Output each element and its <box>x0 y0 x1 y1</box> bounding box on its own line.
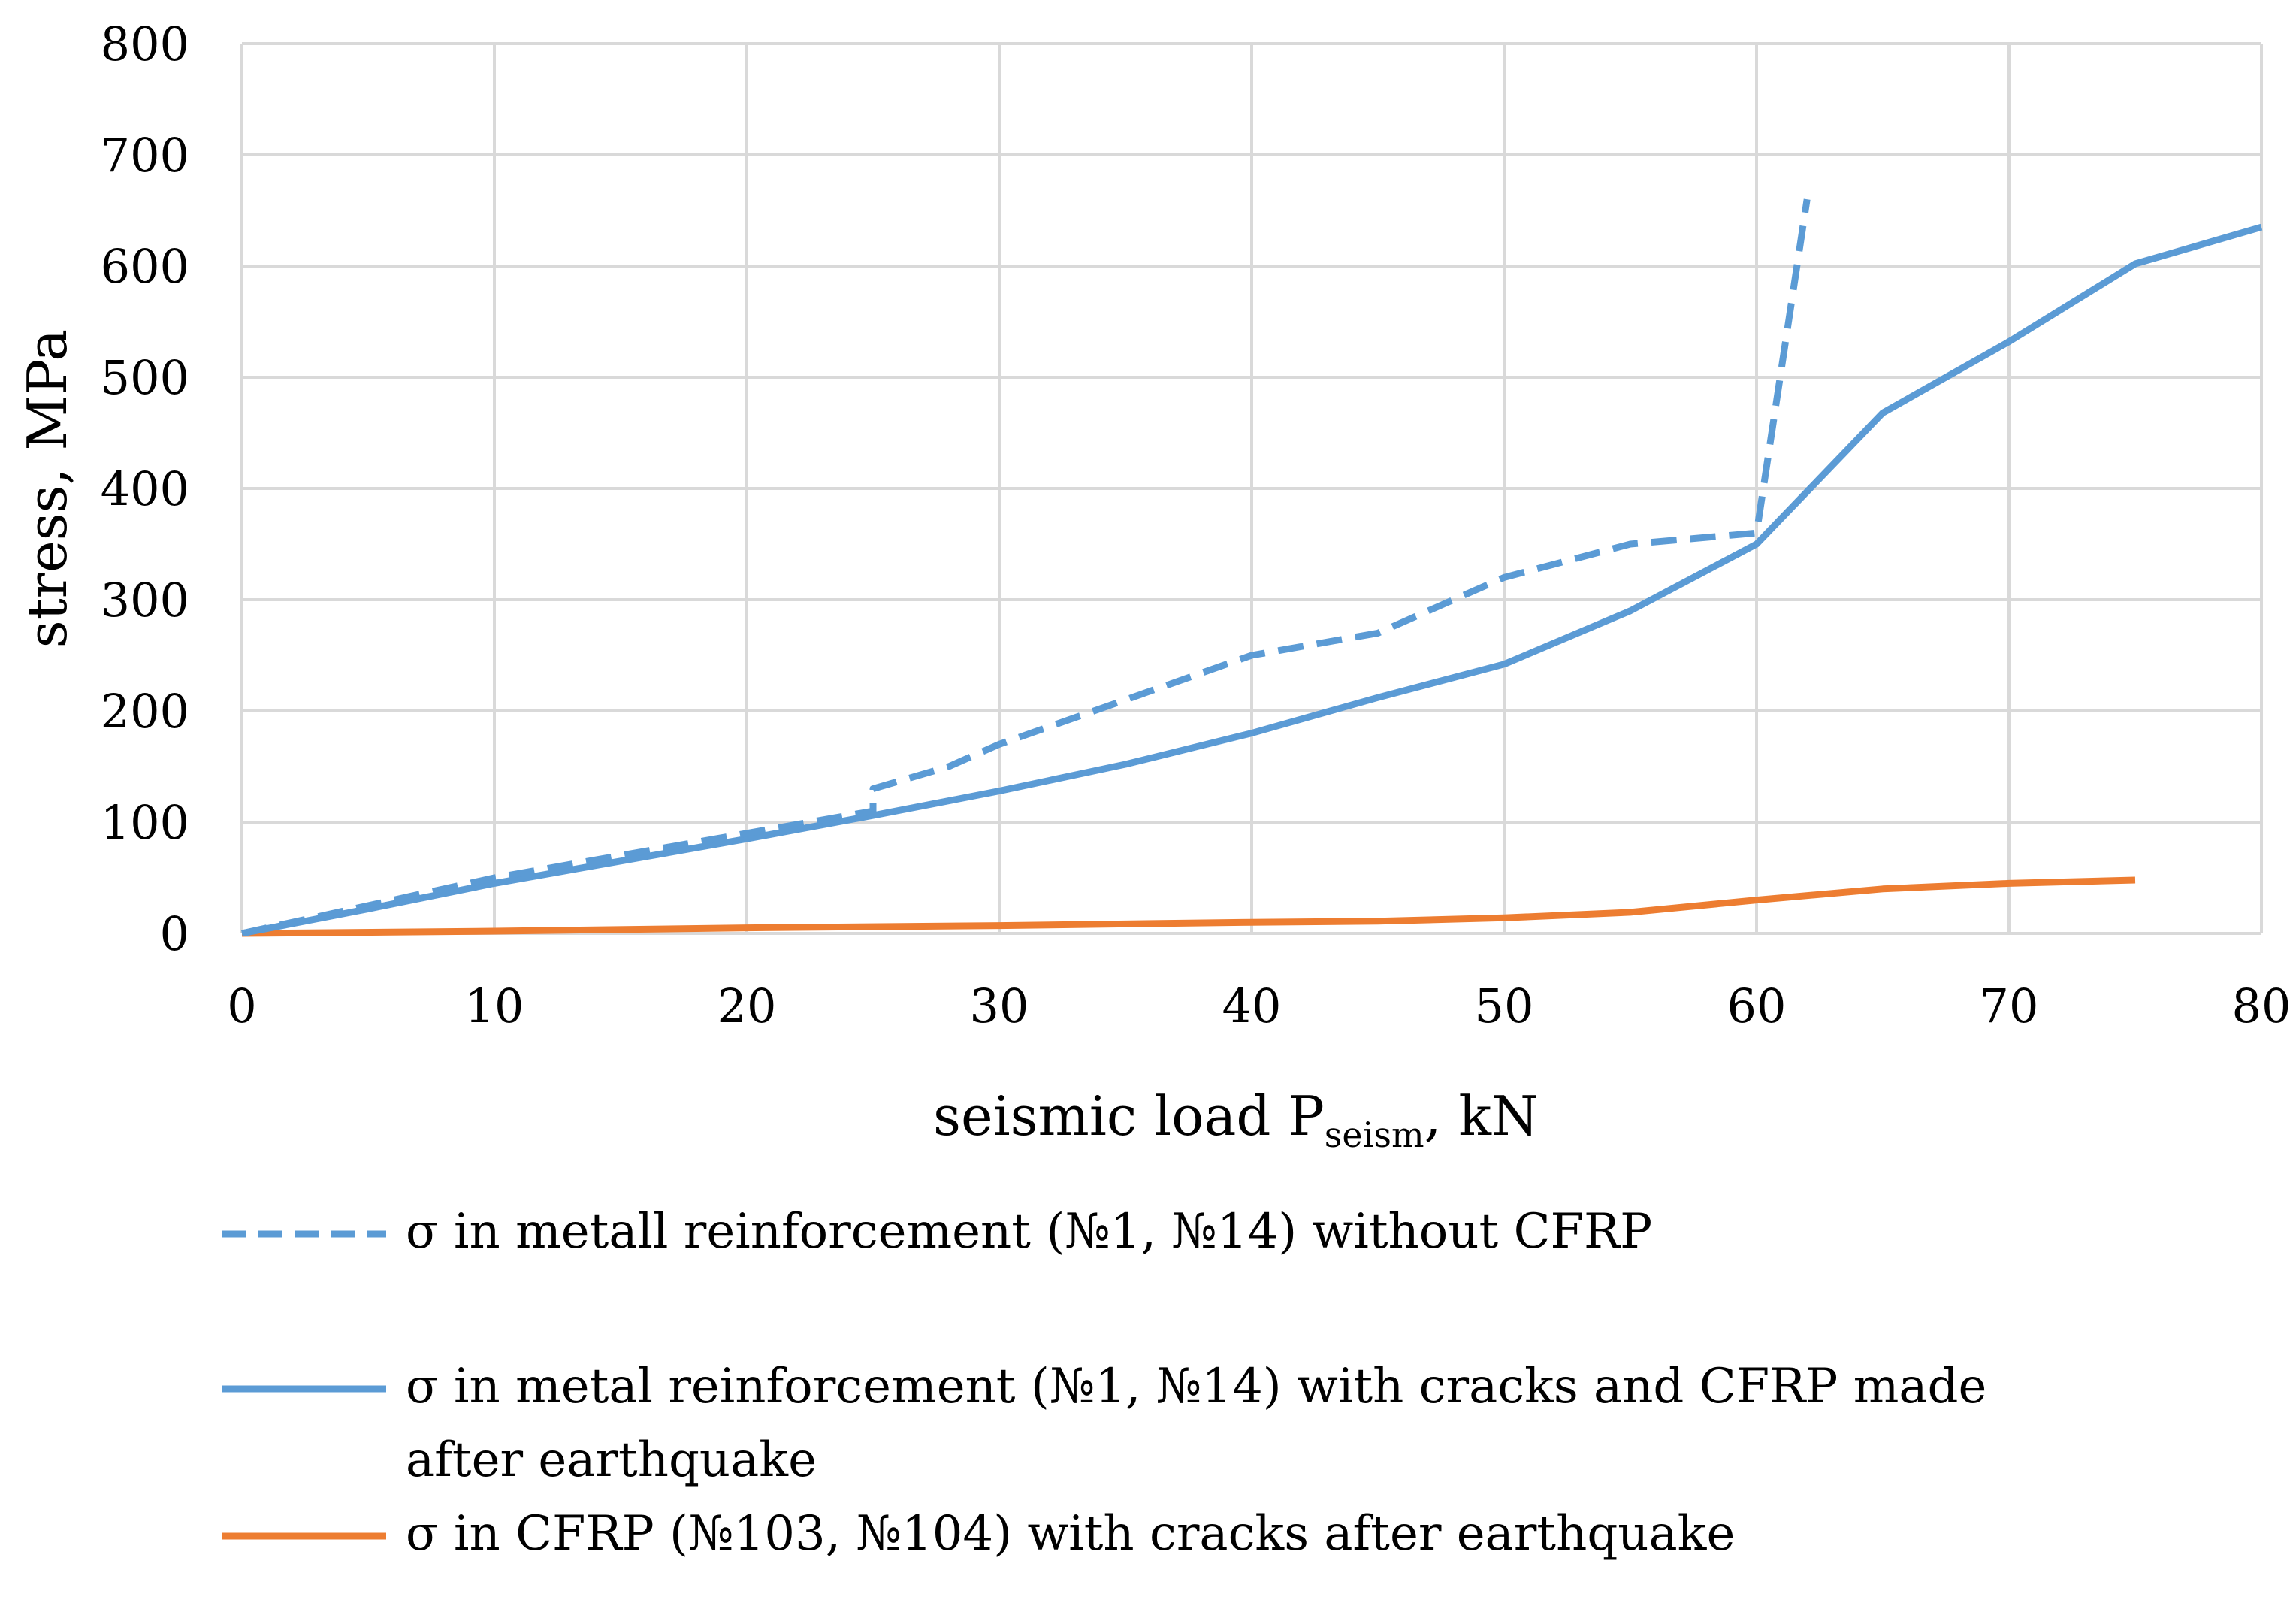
legend-label: σ in CFRP (№103, №104) with cracks after… <box>406 1506 1736 1562</box>
y-tick-label: 400 <box>101 461 189 516</box>
series-line-0 <box>241 198 1811 937</box>
grid <box>240 42 2263 935</box>
y-axis-ticks: 0 100 200 300 400 500 600 700 800 <box>101 17 189 961</box>
series-line-1 <box>241 223 2263 937</box>
legend-item-dashed-metal: σ in metall reinforcement (№1, №14) with… <box>218 1195 2096 1269</box>
y-tick-label: 800 <box>101 17 189 71</box>
x-axis-title: seismic load Pseism, kN <box>933 1084 1539 1155</box>
x-tick-label: 60 <box>1727 978 1787 1033</box>
legend-swatch-cfrp <box>218 1497 391 1571</box>
x-tick-label: 0 <box>227 978 256 1033</box>
legend-swatch-dashed-metal <box>218 1195 391 1269</box>
y-axis-title: stress, MPa <box>16 329 79 648</box>
x-tick-label: 20 <box>718 978 777 1033</box>
y-tick-label: 100 <box>101 795 189 850</box>
legend-label: σ in metal reinforcement (№1, №14) with … <box>406 1359 1987 1488</box>
x-axis-ticks: 0 10 20 30 40 50 60 70 80 <box>227 978 2291 1033</box>
legend-item-cfrp: σ in CFRP (№103, №104) with cracks after… <box>218 1497 2096 1571</box>
x-axis-title-unit: , kN <box>1424 1084 1539 1148</box>
series-line-2 <box>241 876 2136 937</box>
x-tick-label: 70 <box>1980 978 2039 1033</box>
x-tick-label: 50 <box>1475 978 1534 1033</box>
legend: σ in metall reinforcement (№1, №14) with… <box>218 1195 2096 1571</box>
legend-item-solid-metal: σ in metal reinforcement (№1, №14) with … <box>218 1350 2096 1497</box>
series-layer <box>241 198 2263 937</box>
x-tick-label: 30 <box>970 978 1029 1033</box>
line-chart: 0 100 200 300 400 500 600 700 800 0 10 20 30 40 50 60 7… <box>16 17 2291 1155</box>
y-tick-label: 500 <box>101 350 189 405</box>
x-tick-label: 40 <box>1222 978 1282 1033</box>
legend-swatch-solid-metal <box>218 1350 391 1423</box>
x-axis-title-subscript: seism <box>1325 1115 1424 1155</box>
x-axis-title-main: seismic load P <box>933 1084 1325 1148</box>
x-tick-label: 10 <box>465 978 524 1033</box>
y-tick-label: 700 <box>101 128 189 183</box>
y-tick-label: 200 <box>101 684 189 739</box>
y-tick-label: 0 <box>160 906 189 961</box>
y-tick-label: 300 <box>101 573 189 628</box>
legend-label: σ in metall reinforcement (№1, №14) with… <box>406 1204 1653 1260</box>
y-tick-label: 600 <box>101 239 189 294</box>
x-tick-label: 80 <box>2232 978 2291 1033</box>
